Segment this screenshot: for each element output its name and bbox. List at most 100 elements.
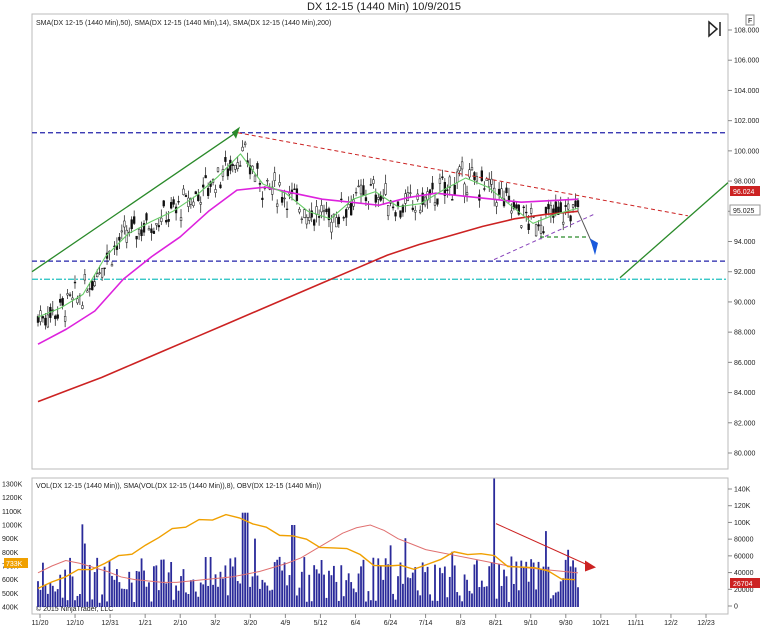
volume-bar (291, 525, 293, 607)
candle (243, 140, 247, 148)
volume-bar (342, 596, 345, 607)
volume-bar (46, 593, 49, 607)
candle-body (293, 188, 296, 190)
volume-bar (194, 591, 197, 607)
candle-body (197, 194, 200, 202)
candle-body (98, 272, 101, 274)
candle (54, 314, 57, 326)
volume-bar (439, 567, 441, 607)
candle (231, 162, 234, 173)
candle (421, 187, 424, 213)
volume-bar (140, 558, 143, 607)
volume-bar (352, 588, 355, 607)
candle-body (83, 274, 86, 281)
volume-trend-line (495, 523, 591, 567)
candle-body (409, 192, 412, 194)
volume-bar (286, 585, 288, 607)
volume-bar (451, 551, 454, 607)
candle-body (436, 198, 439, 205)
price-tick-label: 106.000 (734, 58, 759, 65)
volume-bar (340, 565, 343, 607)
candle (468, 162, 471, 180)
candle-body (460, 161, 464, 170)
candle (337, 214, 340, 228)
f-badge-icon[interactable]: F (745, 14, 755, 26)
price-tick-label: 108.000 (734, 28, 759, 35)
volume-bar (559, 581, 562, 607)
volume-bar (332, 565, 335, 607)
volume-bar (42, 562, 44, 607)
annotations (31, 126, 729, 572)
candle (155, 223, 158, 230)
candle-body (458, 166, 461, 172)
volume-bar (49, 582, 52, 607)
candle (71, 291, 74, 308)
volume-bar (249, 586, 251, 607)
candle-body (530, 208, 533, 214)
candle (172, 196, 175, 208)
volume-bar (106, 601, 108, 607)
volume-bar (374, 600, 377, 607)
candle (147, 225, 151, 231)
candle-body (342, 217, 345, 219)
play-pause-icon[interactable] (708, 20, 721, 38)
volume-bar (564, 559, 567, 607)
candle (285, 201, 289, 218)
volume-bar (355, 592, 357, 607)
candle (214, 184, 217, 198)
candle (566, 197, 570, 218)
candle-body (241, 146, 244, 152)
volume-bar (116, 569, 118, 607)
candle-body (345, 209, 348, 218)
candle-body (488, 179, 491, 188)
candle-body (322, 210, 326, 213)
volume-bar (461, 601, 464, 607)
candle-body (300, 218, 303, 220)
candle (165, 211, 168, 225)
volume-bar (66, 600, 69, 607)
volume-bar (157, 590, 160, 607)
volume-bar (345, 580, 348, 607)
candle-body (206, 187, 210, 196)
candle-body (451, 199, 454, 201)
volume-bar (71, 576, 74, 607)
candle (73, 275, 77, 289)
volume-tick-label: 1100K (2, 509, 22, 516)
candle-body (406, 192, 410, 201)
volume-bar (160, 559, 163, 607)
svg-text:F: F (748, 18, 752, 25)
candle-body (475, 176, 479, 182)
candle (386, 204, 390, 221)
candle (66, 289, 69, 300)
volume-bar (508, 601, 510, 607)
volume-bar (204, 557, 207, 607)
candle-body (330, 221, 333, 233)
candle (236, 155, 239, 172)
volume-bar (540, 568, 542, 607)
price-tick-label: 98.000 (734, 179, 756, 186)
candle (177, 195, 180, 205)
candle-body (273, 172, 276, 181)
svg-text:733K: 733K (6, 561, 23, 568)
volume-bar (402, 583, 404, 607)
volume-bar (177, 590, 180, 607)
volume-bar (315, 569, 318, 607)
volume-bar (466, 579, 468, 607)
obv-tick-label: 60000 (734, 553, 754, 560)
volume-bar (416, 590, 419, 607)
volume-bar (431, 600, 434, 607)
candle (322, 204, 326, 221)
candle-body (401, 205, 405, 213)
x-tick-label: 9/10 (524, 620, 538, 627)
candle (505, 183, 508, 197)
candle (317, 209, 321, 226)
candle-body (359, 184, 363, 195)
volume-bar (273, 562, 276, 607)
volume-bar (434, 564, 436, 607)
x-tick-label: 8/21 (489, 620, 503, 627)
candle (110, 261, 114, 267)
volume-bar (577, 587, 579, 607)
candle-body (204, 175, 207, 179)
volume-bar (64, 569, 67, 607)
candle-body (216, 167, 220, 172)
